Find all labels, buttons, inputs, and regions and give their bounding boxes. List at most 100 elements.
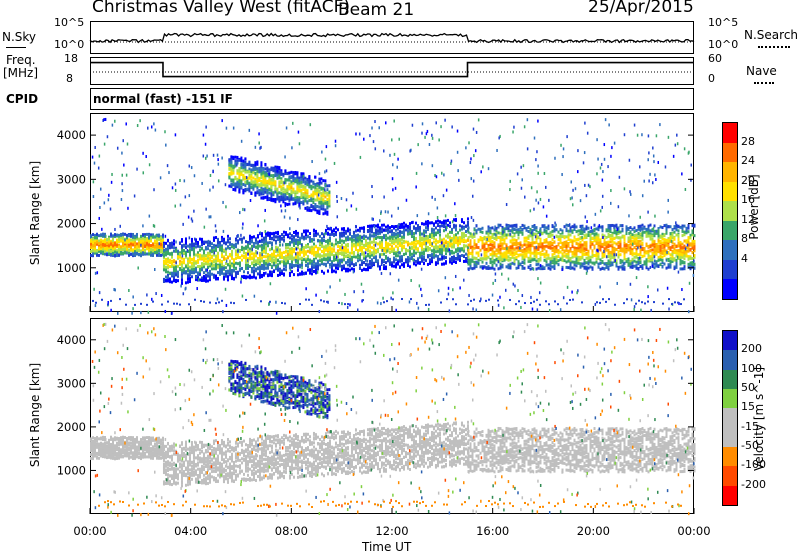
power-cell <box>174 271 177 275</box>
velocity-cell <box>270 467 273 471</box>
velocity-cell <box>148 455 150 459</box>
power-cell <box>132 243 134 247</box>
power-cell <box>198 245 201 249</box>
velocity-cell <box>102 444 104 448</box>
power-cell <box>198 269 201 273</box>
power-cell <box>348 251 351 255</box>
power-cell <box>326 256 329 260</box>
velocity-cell <box>336 464 339 468</box>
velocity-cell <box>254 453 257 457</box>
velocity-cell <box>236 443 239 447</box>
power-cell <box>116 252 118 256</box>
velocity-cell <box>370 456 373 460</box>
power-cell <box>198 256 201 260</box>
power-cell <box>148 243 150 247</box>
power-cell <box>228 266 231 270</box>
velocity-cell <box>360 445 363 449</box>
velocity-cell <box>256 461 259 465</box>
power-cell <box>342 251 345 255</box>
velocity-cell <box>202 465 205 469</box>
power-cell <box>124 245 126 249</box>
power-cell <box>252 272 255 276</box>
power-cell <box>158 245 160 249</box>
power-cell <box>342 264 345 268</box>
power-cell <box>314 233 317 237</box>
velocity-cell <box>172 445 175 449</box>
velocity-cell <box>190 461 193 465</box>
velocity-cell <box>322 460 325 464</box>
velocity-cell <box>108 452 110 456</box>
power-cell <box>336 267 339 271</box>
velocity-cell <box>280 454 283 458</box>
power-cell <box>260 238 263 242</box>
power-cell <box>330 242 333 246</box>
velocity-cell <box>144 455 146 459</box>
power-cell <box>218 272 221 276</box>
power-cell <box>122 236 124 240</box>
velocity-cell <box>208 467 211 471</box>
velocity-cell <box>356 436 359 440</box>
velocity-cell <box>156 443 158 447</box>
power-cell <box>180 265 183 269</box>
velocity-cell <box>262 439 265 443</box>
velocity-cell <box>172 467 175 471</box>
velocity-cell <box>318 458 321 462</box>
power-cell <box>108 239 110 243</box>
power-cell <box>262 240 265 244</box>
power-cell <box>138 244 140 248</box>
power-cell <box>280 233 283 237</box>
power-cell <box>312 238 315 242</box>
power-cell <box>366 249 369 253</box>
velocity-cell <box>180 481 183 485</box>
power-cell <box>268 234 271 238</box>
power-cell <box>208 257 211 261</box>
velocity-cell <box>342 431 345 435</box>
velocity-cell <box>220 448 223 452</box>
velocity-cell <box>160 442 162 446</box>
power-cell <box>344 243 347 247</box>
power-cell <box>248 264 251 268</box>
power-cell <box>262 255 265 259</box>
power-cell <box>262 236 265 240</box>
power-cell <box>330 267 333 271</box>
velocity-cell <box>106 450 108 454</box>
velocity-cell <box>140 457 142 461</box>
power-cell <box>152 245 154 249</box>
power-cell <box>90 245 92 249</box>
velocity-cell <box>316 453 319 457</box>
velocity-cell <box>304 436 307 440</box>
velocity-cell <box>340 446 343 450</box>
velocity-cell <box>256 469 259 473</box>
power-cell <box>180 245 183 249</box>
power-cell <box>246 243 249 247</box>
power-cell <box>272 238 275 242</box>
power-cell <box>224 257 227 261</box>
power-cell <box>360 262 363 266</box>
power-cell <box>144 233 146 237</box>
velocity-cell <box>302 453 305 457</box>
velocity-cell <box>318 445 321 449</box>
velocity-cell <box>260 462 263 466</box>
power-cell <box>136 248 138 252</box>
velocity-cell <box>310 464 313 468</box>
power-cell <box>126 238 128 242</box>
velocity-cell <box>116 455 118 459</box>
power-cell <box>354 229 357 233</box>
power-cell <box>98 249 100 253</box>
velocity-cell <box>92 450 94 454</box>
velocity-cell <box>150 456 152 460</box>
power-cell <box>146 252 148 256</box>
velocity-cell <box>296 438 299 442</box>
power-cell <box>350 260 353 264</box>
power-cell <box>280 237 283 241</box>
velocity-cell <box>276 456 279 460</box>
velocity-cell <box>116 446 118 450</box>
velocity-cell <box>170 467 173 471</box>
power-cell <box>350 255 353 259</box>
power-cell <box>120 247 122 251</box>
velocity-cell <box>232 449 235 453</box>
velocity-cell <box>172 452 175 456</box>
velocity-cell <box>108 440 110 444</box>
velocity-cell <box>120 442 122 446</box>
